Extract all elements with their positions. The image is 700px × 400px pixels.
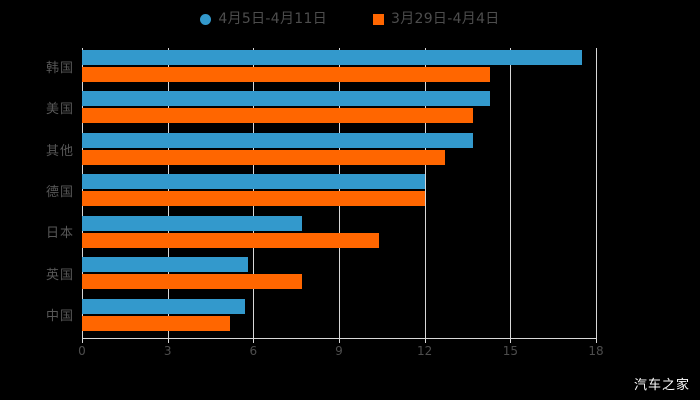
chart-legend: 4月5日-4月11日 3月29日-4月4日 xyxy=(0,6,700,32)
bar-segment[interactable] xyxy=(82,257,248,273)
bar-group xyxy=(82,297,596,338)
legend-square-icon xyxy=(373,13,384,25)
x-axis-tick-label: 9 xyxy=(335,344,343,358)
bar-group xyxy=(82,172,596,213)
x-axis: 0 3 6 9 12 15 18 xyxy=(78,338,604,362)
bar-segment[interactable] xyxy=(82,149,445,165)
bar-group xyxy=(82,214,596,255)
y-axis-tick-label: 中国 xyxy=(45,309,74,325)
x-axis-tick xyxy=(253,338,255,343)
gridline xyxy=(596,48,597,338)
x-axis-tick-label: 3 xyxy=(163,344,172,358)
x-axis-tick-label: 0 xyxy=(78,344,86,358)
legend-entry[interactable]: 4月5日-4月11日 xyxy=(200,12,327,26)
watermark: 汽车之家 xyxy=(633,378,690,393)
bar-segment[interactable] xyxy=(82,298,245,314)
x-axis-tick xyxy=(167,338,169,343)
y-axis-tick-label: 英国 xyxy=(45,267,74,283)
bar-segment[interactable] xyxy=(82,315,231,331)
bar-segment[interactable] xyxy=(82,108,474,124)
y-axis-tick-label: 德国 xyxy=(45,185,74,200)
bar-group xyxy=(82,131,596,172)
x-axis-tick-label: 6 xyxy=(249,344,258,358)
y-axis-tick-label: 韩国 xyxy=(45,60,74,76)
bar-group xyxy=(82,48,596,89)
y-axis-tick-label: 其他 xyxy=(45,143,74,159)
x-axis-tick xyxy=(424,338,426,343)
bar-segment[interactable] xyxy=(82,50,582,65)
legend-entry[interactable]: 3月29日-4月4日 xyxy=(373,12,500,26)
legend-label: 3月29日-4月4日 xyxy=(391,11,500,27)
x-axis-tick-label: 12 xyxy=(417,344,433,358)
y-axis-tick-label: 日本 xyxy=(45,226,74,242)
y-axis-tick-label: 美国 xyxy=(45,102,74,118)
bar-segment[interactable] xyxy=(82,191,425,207)
bar-group xyxy=(82,89,596,130)
legend-circle-icon xyxy=(200,13,212,25)
legend-label: 4月5日-4月11日 xyxy=(218,11,327,27)
bar-segment[interactable] xyxy=(82,174,425,190)
bar-segment[interactable] xyxy=(82,232,379,248)
x-axis-tick-label: 15 xyxy=(502,344,518,358)
bar-segment[interactable] xyxy=(82,91,491,107)
bar-segment[interactable] xyxy=(82,215,302,231)
bar-segment[interactable] xyxy=(82,132,474,148)
x-axis-tick xyxy=(510,338,512,343)
bar-segment[interactable] xyxy=(82,67,491,82)
x-axis-tick-label: 18 xyxy=(588,344,604,358)
bar-segment[interactable] xyxy=(82,274,302,290)
gridline xyxy=(510,48,512,338)
plot-area xyxy=(82,48,597,338)
x-axis-tick xyxy=(596,338,597,343)
y-axis-labels: 韩国美国其他德国日本英国中国 xyxy=(0,48,74,338)
x-axis-tick xyxy=(82,338,83,343)
bars-layer xyxy=(82,48,596,338)
gridline xyxy=(424,48,426,338)
x-axis-tick xyxy=(339,338,340,343)
bar-group xyxy=(82,255,596,296)
